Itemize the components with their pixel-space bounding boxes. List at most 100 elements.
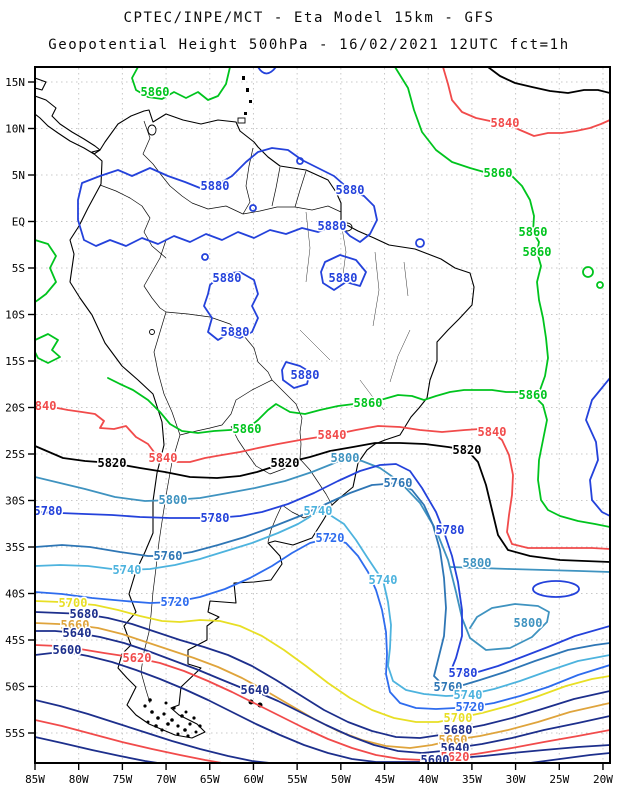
lake-maracaibo: [147, 124, 157, 136]
geography-layer: [35, 76, 475, 739]
lat-tick-label: 25S: [5, 448, 25, 461]
contour-value-label: 5600: [53, 643, 82, 657]
contour-5860: [107, 377, 610, 528]
lat-tick-label: 35S: [5, 541, 25, 554]
contour-value-label: 5780: [34, 504, 63, 518]
contour-value-label: 5860: [519, 388, 548, 402]
page-subtitle: Geopotential Height 500hPa - 16/02/2021 …: [48, 37, 570, 53]
contour-value-label: 5700: [444, 711, 473, 725]
contour-value-label: 5880: [221, 325, 250, 339]
contour-5800: [449, 566, 610, 573]
page-title: CPTEC/INPE/MCT - Eta Model 15km - GFS: [123, 10, 494, 26]
lat-tick-label: 5S: [12, 262, 25, 275]
contour-value-label: 5820: [98, 456, 127, 470]
lat-tick-label: 40S: [5, 588, 25, 601]
contour-value-label: 5640: [241, 683, 270, 697]
contour-5860: [35, 239, 57, 303]
contour-value-label: 5780: [201, 511, 230, 525]
lat-tick-label: 15N: [5, 76, 25, 89]
contour-5800: [35, 457, 550, 651]
lon-tick-label: 45W: [375, 773, 395, 786]
map-frame: [34, 66, 611, 764]
contour-value-label: 5840: [478, 425, 507, 439]
axis-ticks: [28, 81, 604, 770]
lon-tick-label: 75W: [112, 773, 132, 786]
contour-5680: [35, 611, 610, 739]
caribbean-island: [35, 77, 47, 91]
contour-value-label: 5860: [523, 245, 552, 259]
contour-value-label: 5800: [463, 556, 492, 570]
contour-value-label: 5880: [336, 183, 365, 197]
contour-value-label: 5680: [444, 723, 473, 737]
contour-5540: [35, 736, 159, 763]
axis-labels: 15N10N5NEQ5S10S15S20S25S30S35S40S45S50S5…: [5, 76, 613, 786]
lat-tick-label: 55S: [5, 727, 25, 740]
contour-value-label: 5880: [318, 219, 347, 233]
south-america-coastline: [69, 109, 475, 739]
contour-value-label: 5600: [421, 753, 450, 767]
contour-5880: [296, 157, 304, 165]
contour-5640: [35, 630, 610, 754]
lat-tick-label: 15S: [5, 355, 25, 368]
lon-tick-label: 35W: [462, 773, 482, 786]
lake-titicaca: [149, 329, 155, 335]
contour-value-label: 5860: [484, 166, 513, 180]
lon-tick-label: 60W: [244, 773, 264, 786]
contour-5880: [415, 238, 425, 248]
contour-value-label: 5880: [201, 179, 230, 193]
contour-value-label: 5800: [331, 451, 360, 465]
tierra-del-fuego-fjords: [143, 698, 202, 738]
lon-tick-label: 80W: [69, 773, 89, 786]
lat-tick-label: 50S: [5, 681, 25, 694]
lon-tick-label: 30W: [506, 773, 526, 786]
contour-value-label: 5840: [28, 399, 57, 413]
contour-5860: [394, 67, 549, 391]
contour-5860: [35, 333, 61, 364]
contour-value-label: 5740: [369, 573, 398, 587]
lat-tick-label: 10N: [5, 123, 25, 136]
contour-value-label: 5820: [453, 443, 482, 457]
contour-5860: [596, 281, 604, 289]
lat-tick-label: 5N: [12, 169, 25, 182]
lon-tick-label: 20W: [593, 773, 613, 786]
contour-5820: [487, 67, 610, 94]
contour-5880: [201, 253, 209, 261]
contour-5880: [249, 204, 257, 212]
lon-tick-label: 85W: [25, 773, 45, 786]
contour-value-label: 5660: [439, 733, 468, 747]
lat-tick-label: EQ: [12, 216, 25, 229]
contour-value-label: 5640: [441, 741, 470, 755]
contour-5840: [35, 404, 610, 550]
contour-value-label: 5840: [318, 428, 347, 442]
contour-5760: [35, 482, 610, 687]
contour-value-label: 5660: [61, 618, 90, 632]
lat-tick-label: 10S: [5, 309, 25, 322]
contour-lines: [35, 67, 610, 763]
contour-value-label: 5860: [354, 396, 383, 410]
contour-value-label: 5880: [213, 271, 242, 285]
contour-value-label: 5780: [436, 523, 465, 537]
contour-5880: [203, 271, 259, 341]
contour-5880: [77, 147, 378, 247]
contour-labels: 5880 5880 5880 5880 5880 5880 5880 5860 5860 5860…: [28, 84, 553, 767]
contour-value-label: 5880: [291, 368, 320, 382]
contour-value-label: 5720: [456, 700, 485, 714]
contour-value-label: 5760: [154, 549, 183, 563]
contour-5880: [320, 254, 367, 291]
contour-5700: [35, 600, 610, 723]
lat-tick-label: 30S: [5, 495, 25, 508]
contour-5560: [35, 719, 223, 763]
contour-5580: [529, 752, 610, 763]
contour-value-label: 5840: [149, 451, 178, 465]
contour-value-label: 5620: [123, 651, 152, 665]
contour-value-label: 5700: [59, 596, 88, 610]
grid-lines: [36, 68, 609, 762]
contour-5720: [35, 537, 610, 710]
contour-5820: [35, 442, 610, 563]
contour-value-label: 5780: [449, 666, 478, 680]
contour-value-label: 5760: [384, 476, 413, 490]
lat-tick-label: 45S: [5, 634, 25, 647]
lon-tick-label: 70W: [156, 773, 176, 786]
contour-5840: [442, 67, 610, 137]
contour-5580: [35, 699, 271, 763]
